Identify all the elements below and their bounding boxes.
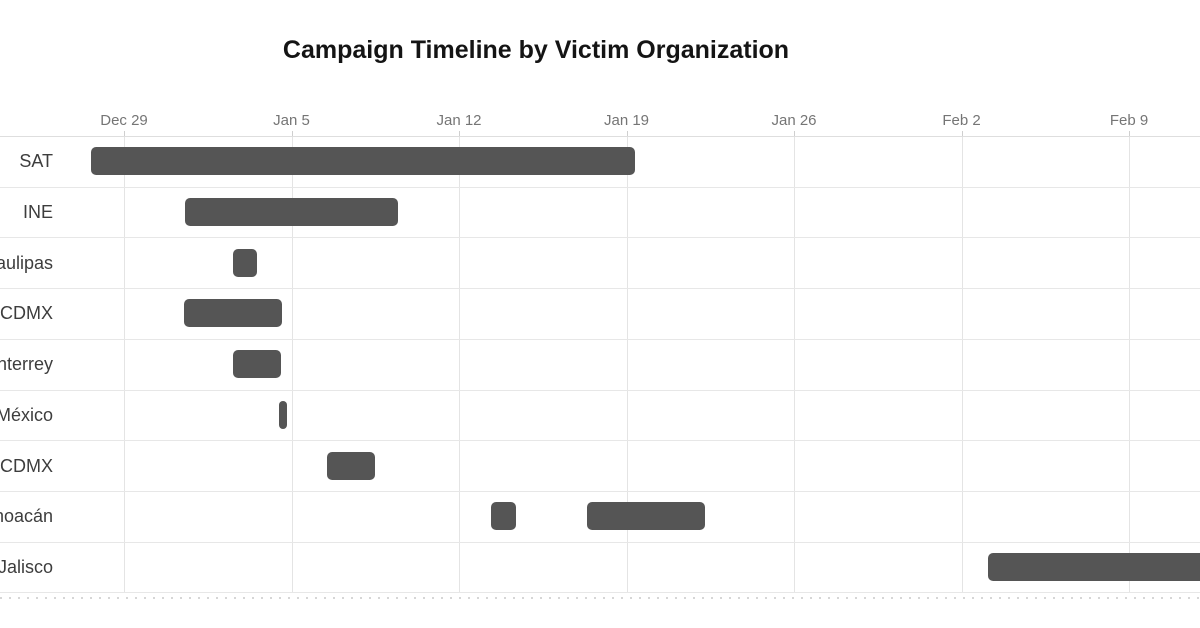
- x-tick-label: Jan 26: [771, 112, 817, 129]
- y-axis-label: CDMX: [0, 455, 53, 476]
- vertical-gridline: [794, 136, 795, 593]
- axis-tick-mark: [626, 131, 628, 136]
- axis-tick-mark: [124, 131, 125, 136]
- gantt-bar: [185, 198, 398, 227]
- y-axis-label: SAT: [19, 151, 53, 172]
- x-tick-label: Jan 12: [436, 112, 482, 129]
- y-axis-label: Jalisco: [0, 556, 53, 577]
- vertical-gridline: [291, 136, 293, 593]
- vertical-gridline: [1129, 136, 1130, 593]
- x-tick-label: Jan 5: [273, 112, 310, 129]
- gantt-bar: [232, 350, 281, 379]
- y-axis-label: hoacán: [0, 506, 53, 527]
- vertical-gridline: [459, 136, 460, 593]
- horizontal-gridline: [0, 338, 1200, 340]
- axis-tick-mark: [459, 131, 460, 136]
- bottom-dotted-line: [0, 597, 1200, 599]
- vertical-gridline: [961, 136, 963, 593]
- horizontal-gridline: [0, 389, 1200, 391]
- y-axis-label: México: [0, 404, 53, 425]
- x-tick-label: Feb 2: [942, 112, 981, 129]
- y-axis-label: nterrey: [0, 354, 53, 375]
- axis-tick-mark: [794, 131, 795, 136]
- vertical-gridline: [626, 136, 628, 593]
- axis-tick-mark: [961, 131, 963, 136]
- gantt-bar: [987, 552, 1200, 581]
- horizontal-gridline: [0, 186, 1200, 188]
- horizontal-gridline: [0, 490, 1200, 492]
- gantt-bar: [326, 451, 375, 480]
- horizontal-gridline: [0, 288, 1200, 290]
- y-axis-label: INE: [22, 202, 53, 223]
- y-axis-label: CDMX: [0, 303, 53, 324]
- horizontal-gridline: [0, 592, 1200, 594]
- vertical-gridline: [124, 136, 125, 593]
- gantt-bar: [90, 147, 635, 176]
- gantt-bar: [279, 400, 287, 429]
- gantt-bar: [491, 502, 516, 531]
- gantt-bar: [587, 502, 705, 531]
- x-tick-label: Dec 29: [100, 112, 148, 129]
- gantt-bar: [184, 299, 282, 328]
- x-tick-label: Jan 19: [603, 112, 650, 129]
- axis-tick-mark: [291, 131, 293, 136]
- axis-tick-mark: [1129, 131, 1130, 136]
- gantt-bar: [232, 248, 258, 277]
- chart-title: Campaign Timeline by Victim Organization: [282, 36, 790, 64]
- y-axis-label: aulipas: [0, 252, 53, 273]
- x-tick-label: Feb 9: [1109, 112, 1149, 129]
- horizontal-gridline: [0, 541, 1200, 543]
- horizontal-gridline: [0, 136, 1200, 137]
- horizontal-gridline: [0, 440, 1200, 442]
- horizontal-gridline: [0, 237, 1200, 239]
